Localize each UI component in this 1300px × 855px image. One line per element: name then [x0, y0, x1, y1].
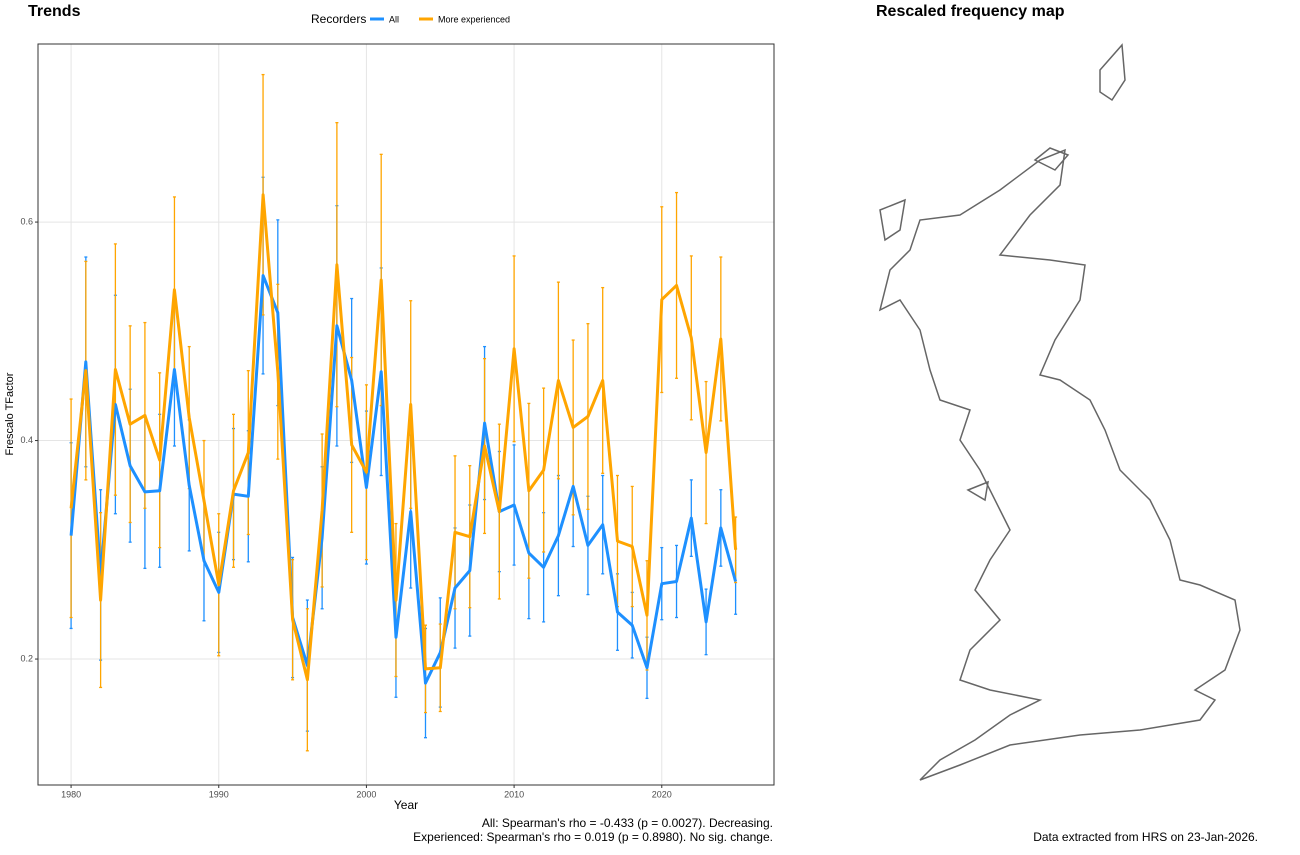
map-outline	[878, 43, 1241, 781]
map-title: Rescaled frequency map	[876, 3, 1065, 20]
map-caption: Data extracted from HRS on 23-Jan-2026.	[1033, 830, 1258, 844]
series-line	[69, 274, 738, 685]
x-tick-label: 1980	[61, 789, 81, 799]
legend-title: Recorders	[311, 12, 366, 26]
x-tick-label: 2020	[652, 789, 672, 799]
chart-title: Trends	[28, 3, 81, 20]
x-tick-label: 1990	[209, 789, 229, 799]
annotation: All: Spearman's rho = -0.433 (p = 0.0027…	[482, 816, 773, 830]
x-tick-label: 2000	[356, 789, 376, 799]
y-tick-label: 0.6	[20, 216, 33, 226]
plot-border	[37, 43, 775, 786]
x-axis-label: Year	[394, 798, 418, 812]
y-tick-label: 0.2	[20, 653, 33, 663]
annotation: Experienced: Spearman's rho = 0.019 (p =…	[413, 830, 773, 844]
x-tick-label: 2010	[504, 789, 524, 799]
y-axis-label: Frescalo TFactor	[4, 372, 16, 455]
series-line	[69, 193, 738, 682]
plot-panel	[38, 44, 774, 785]
legend-label: More experienced	[438, 14, 510, 24]
legend-label: All	[389, 14, 399, 24]
y-tick-label: 0.4	[20, 435, 33, 445]
